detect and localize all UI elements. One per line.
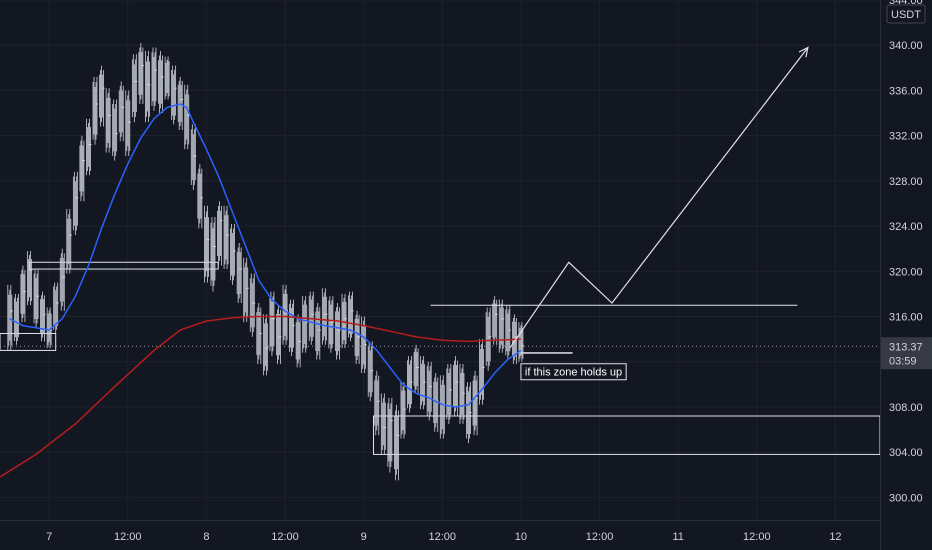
annotation-box (520, 363, 627, 381)
x-tick-label: 12:00 (114, 531, 142, 543)
x-tick-label: 11 (672, 531, 683, 543)
y-tick-label: 332.00 (889, 131, 923, 143)
y-tick-label: 336.00 (889, 85, 923, 97)
x-tick-label: 12:00 (586, 531, 614, 543)
annotation-label: if this zone holds up (525, 367, 622, 379)
last-price-countdown: 03:59 (889, 355, 917, 367)
projection-arrowhead (798, 46, 809, 58)
candle-layer (7, 42, 524, 481)
zone-box (520, 352, 573, 354)
y-tick-label: 308.00 (889, 402, 923, 414)
y-tick-label: 324.00 (889, 221, 923, 233)
x-tick-label: 12:00 (271, 531, 299, 543)
currency-label: USDT (891, 9, 921, 21)
moving-average-line-1 (9, 103, 522, 408)
x-tick-label: 8 (203, 531, 209, 543)
y-tick-label: 344.00 (889, 0, 923, 7)
moving-average-layer (0, 103, 522, 478)
currency-badge[interactable] (886, 4, 926, 24)
zone-box (372, 415, 881, 455)
x-tick-label: 7 (46, 531, 52, 543)
last-price-box (881, 337, 932, 370)
y-tick-label: 300.00 (889, 492, 923, 504)
x-tick-label: 12:00 (743, 531, 771, 543)
last-price-label: 313.37 (889, 341, 923, 353)
y-tick-label: 316.00 (889, 312, 923, 324)
zone-box (0, 332, 57, 351)
y-tick-label: 304.00 (889, 447, 923, 459)
x-tick-label: 9 (361, 531, 367, 543)
moving-average-line-2 (0, 315, 521, 478)
y-tick-label: 340.00 (889, 40, 923, 52)
y-tick-label: 320.00 (889, 266, 923, 278)
y-tick-label: 328.00 (889, 176, 923, 188)
drawing-layer: if this zone holds up (0, 46, 880, 381)
projection-path (509, 47, 809, 349)
x-tick-label: 12 (829, 531, 841, 543)
x-tick-label: 10 (515, 531, 527, 543)
zone-box (28, 261, 219, 270)
x-tick-label: 12:00 (429, 531, 457, 543)
